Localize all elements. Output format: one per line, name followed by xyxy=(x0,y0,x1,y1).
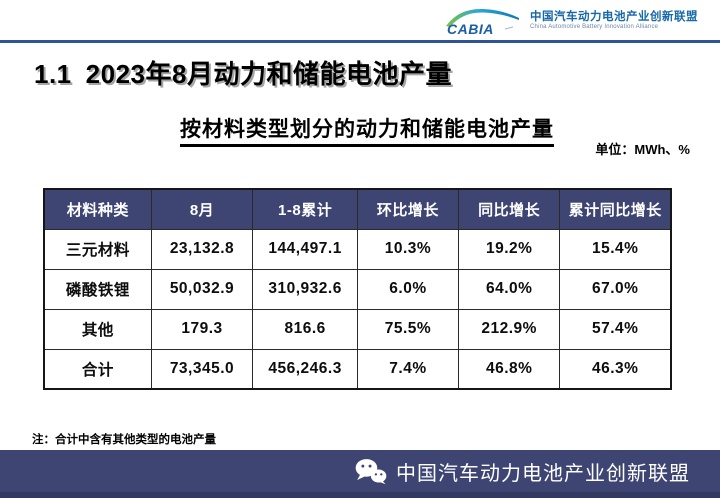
material-cell: 磷酸铁锂 xyxy=(43,268,152,310)
value-cell: 10.3% xyxy=(356,228,459,270)
org-name-en: China Automotive Battery Innovation Alli… xyxy=(530,24,659,31)
col-header-cum-yoy-growth: 累计同比增长 xyxy=(559,188,672,230)
table-row: 其他 179.3 816.6 75.5% 212.9% 57.4% xyxy=(43,308,672,350)
subtitle-wrap: 按材料类型划分的动力和储能电池产量 xyxy=(0,113,720,147)
col-header-yoy-growth: 同比增长 xyxy=(457,188,561,230)
value-cell: 6.0% xyxy=(356,268,459,310)
header-divider-line xyxy=(0,40,720,43)
material-cell: 三元材料 xyxy=(43,228,152,270)
value-cell: 212.9% xyxy=(457,308,561,350)
table-row: 磷酸铁锂 50,032.9 310,932.6 6.0% 64.0% 67.0% xyxy=(43,268,672,310)
table-row: 合计 73,345.0 456,246.3 7.4% 46.8% 46.3% xyxy=(43,348,672,390)
value-cell: 57.4% xyxy=(559,308,672,350)
page-title-text: 2023年8月动力和储能电池产量 xyxy=(85,59,452,89)
value-cell: 23,132.8 xyxy=(150,228,254,270)
value-cell: 310,932.6 xyxy=(252,268,358,310)
value-cell: 456,246.3 xyxy=(252,348,358,390)
value-cell: 73,345.0 xyxy=(150,348,254,390)
col-header-mom-growth: 环比增长 xyxy=(356,188,459,230)
value-cell: 46.8% xyxy=(457,348,561,390)
table-row: 三元材料 23,132.8 144,497.1 10.3% 19.2% 15.4% xyxy=(43,228,672,270)
cabia-logo-block: CABIA 中国汽车动力电池产业创新联盟 China Automotive Ba… xyxy=(443,5,698,37)
footer-bar: 中国汽车动力电池产业创新联盟 xyxy=(0,450,720,498)
svg-text:CABIA: CABIA xyxy=(447,21,494,37)
page-title-number: 1.1 xyxy=(34,59,72,89)
slide-header: CABIA 中国汽车动力电池产业创新联盟 China Automotive Ba… xyxy=(0,0,720,40)
material-cell: 合计 xyxy=(43,348,152,390)
col-header-cumulative: 1-8累计 xyxy=(252,188,358,230)
material-cell: 其他 xyxy=(43,308,152,350)
value-cell: 19.2% xyxy=(457,228,561,270)
value-cell: 144,497.1 xyxy=(252,228,358,270)
value-cell: 179.3 xyxy=(150,308,254,350)
col-header-material: 材料种类 xyxy=(43,188,152,230)
table-title: 按材料类型划分的动力和储能电池产量 xyxy=(180,113,554,147)
value-cell: 46.3% xyxy=(559,348,672,390)
battery-production-table: 材料种类 8月 1-8累计 环比增长 同比增长 累计同比增长 三元材料 23,13… xyxy=(43,188,672,390)
value-cell: 15.4% xyxy=(559,228,672,270)
value-cell: 816.6 xyxy=(252,308,358,350)
cabia-logo-icon: CABIA xyxy=(446,8,519,37)
value-cell: 67.0% xyxy=(559,268,672,310)
value-cell: 64.0% xyxy=(457,268,561,310)
org-name-cn: 中国汽车动力电池产业创新联盟 xyxy=(530,11,698,24)
value-cell: 50,032.9 xyxy=(150,268,254,310)
value-cell: 7.4% xyxy=(356,348,459,390)
page-title: 1.1 2023年8月动力和储能电池产量 xyxy=(34,54,452,91)
footer-org-name: 中国汽车动力电池产业创新联盟 xyxy=(396,462,690,485)
unit-label: 单位：MWh、% xyxy=(595,142,690,157)
org-name-block: 中国汽车动力电池产业创新联盟 China Automotive Battery … xyxy=(530,10,698,32)
table-header-row: 材料种类 8月 1-8累计 环比增长 同比增长 累计同比增长 xyxy=(43,188,672,230)
table-body: 三元材料 23,132.8 144,497.1 10.3% 19.2% 15.4% 磷酸铁锂… xyxy=(43,228,672,390)
value-cell: 75.5% xyxy=(356,308,459,350)
col-header-august: 8月 xyxy=(150,188,254,230)
footnote: 注：合计中含有其他类型的电池产量 xyxy=(32,434,216,446)
wechat-icon xyxy=(355,458,387,484)
